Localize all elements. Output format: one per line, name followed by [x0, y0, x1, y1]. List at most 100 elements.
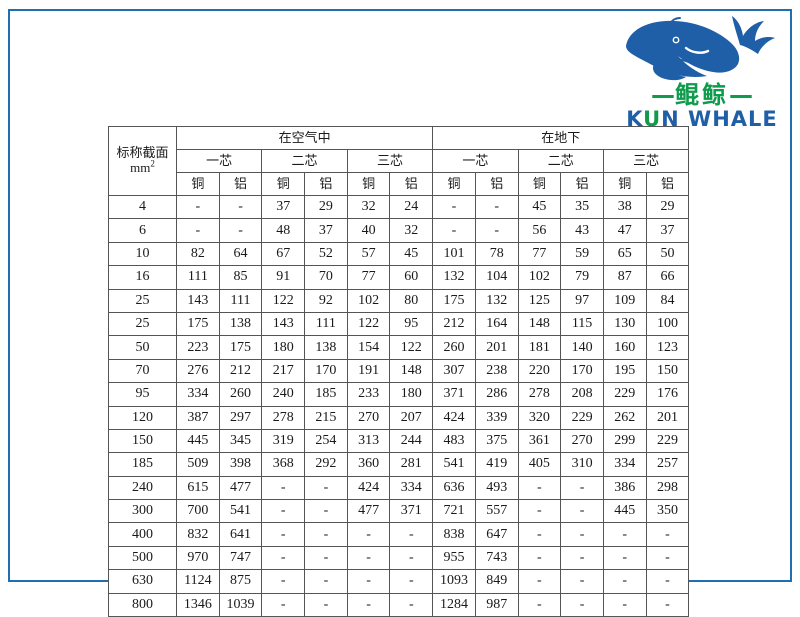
- table-row: 6- -48 37 40 32- -56 43 47 37: [108, 218, 690, 243]
- cell-ampacity: 615: [176, 475, 220, 501]
- cell-nominal-section: 400: [108, 522, 177, 547]
- cell-ampacity: 386: [602, 475, 647, 501]
- cell-ampacity: 987: [474, 592, 519, 617]
- table-header: 标称截面 mm2 在空气中 在地下 一芯 二芯 三芯 一芯 二芯 三芯 铜 铝: [108, 126, 690, 196]
- cell-ampacity: -: [304, 592, 348, 617]
- cell-ampacity: 104: [474, 265, 519, 290]
- cell-ampacity: 32: [346, 194, 391, 220]
- cell-ampacity: 1284: [432, 592, 476, 617]
- table-row: 4- -37 29 32 24- -45 35 38 29: [108, 194, 690, 220]
- cell-ampacity: 398: [218, 452, 263, 477]
- cell-ampacity: 970: [176, 545, 220, 571]
- cell-ampacity: 111: [176, 265, 220, 290]
- cell-ampacity: 122: [389, 335, 434, 360]
- cell-ampacity: 82: [176, 241, 220, 267]
- cell-ampacity: -: [304, 569, 348, 594]
- cell-nominal-section: 10: [108, 241, 177, 267]
- cell-nominal-section: 25: [108, 311, 177, 337]
- header-metal-3: 铝: [304, 172, 348, 196]
- cell-ampacity: 207: [389, 405, 434, 430]
- cell-ampacity: 140: [560, 335, 604, 360]
- cell-ampacity: 278: [517, 382, 562, 407]
- cell-ampacity: 509: [176, 452, 220, 477]
- cell-ampacity: 233: [346, 382, 391, 407]
- cell-ampacity: -: [346, 522, 391, 547]
- cell-ampacity: 191: [346, 358, 391, 384]
- table-row: 25 143 111 122 92 102 80 175 132 125 97 109 84: [108, 288, 690, 313]
- cell-ampacity: 215: [304, 405, 348, 430]
- cell-nominal-section: 150: [108, 428, 177, 454]
- cell-ampacity: 832: [176, 522, 220, 547]
- cell-ampacity: 170: [304, 358, 348, 384]
- logo-chinese-text: 鲲鲸: [675, 81, 729, 109]
- cell-ampacity: 175: [218, 335, 263, 360]
- header-metal-1: 铝: [218, 172, 263, 196]
- cell-ampacity: -: [261, 592, 306, 617]
- cell-ampacity: 175: [176, 311, 220, 337]
- cell-ampacity: 164: [474, 311, 519, 337]
- table-row: 500 970 747- - - -955 743- - - -: [108, 545, 690, 571]
- cell-ampacity: 59: [560, 241, 604, 267]
- cell-ampacity: 223: [176, 335, 220, 360]
- cell-ampacity: 307: [432, 358, 476, 384]
- cell-ampacity: 424: [432, 405, 476, 430]
- cell-ampacity: 60: [389, 265, 434, 290]
- cell-ampacity: 276: [176, 358, 220, 384]
- header-metal-8: 铜: [517, 172, 562, 196]
- cell-ampacity: 238: [474, 358, 519, 384]
- cell-ampacity: 292: [304, 452, 348, 477]
- cell-ampacity: 700: [176, 499, 220, 524]
- cell-ampacity: 50: [645, 241, 690, 267]
- cell-nominal-section: 95: [108, 382, 177, 407]
- cell-ampacity: -: [560, 545, 604, 571]
- cell-ampacity: 38: [602, 194, 647, 220]
- table-row: 150 445 345 319 254 313 244 483 375 361 270 299 229: [108, 428, 690, 454]
- cell-ampacity: 339: [474, 405, 519, 430]
- header-core-ug-3: 三芯: [602, 149, 690, 173]
- cell-ampacity: -: [304, 545, 348, 571]
- cell-ampacity: 260: [218, 382, 263, 407]
- cell-ampacity: 838: [432, 522, 476, 547]
- cell-ampacity: 122: [346, 311, 391, 337]
- cell-ampacity: 57: [346, 241, 391, 267]
- cell-ampacity: 212: [218, 358, 263, 384]
- cell-ampacity: 201: [474, 335, 519, 360]
- cell-ampacity: 47: [602, 218, 647, 243]
- cell-ampacity: 195: [602, 358, 647, 384]
- cell-ampacity: 79: [560, 265, 604, 290]
- cell-ampacity: 78: [474, 241, 519, 267]
- cell-ampacity: 260: [432, 335, 476, 360]
- logo-en-u: U: [643, 107, 662, 131]
- logo-en-k: K: [626, 107, 644, 131]
- cell-ampacity: -: [517, 592, 562, 617]
- cell-ampacity: 138: [218, 311, 263, 337]
- cell-ampacity: 424: [346, 475, 391, 501]
- cell-nominal-section: 300: [108, 499, 177, 524]
- header-metal-0: 铜: [176, 172, 220, 196]
- cell-ampacity: -: [517, 475, 562, 501]
- cell-ampacity: -: [645, 522, 690, 547]
- cell-ampacity: 220: [517, 358, 562, 384]
- header-core-air-1: 一芯: [175, 149, 263, 173]
- cell-ampacity: -: [304, 499, 348, 524]
- cell-ampacity: -: [261, 522, 306, 547]
- cell-ampacity: -: [346, 545, 391, 571]
- cell-ampacity: 67: [261, 241, 306, 267]
- cell-ampacity: 48: [261, 218, 306, 243]
- cell-ampacity: 557: [474, 499, 519, 524]
- cell-ampacity: 298: [645, 475, 690, 501]
- cell-ampacity: 721: [432, 499, 476, 524]
- cell-ampacity: -: [261, 545, 306, 571]
- table-row: 185 509 398 368 292 360 281 541 419 405 310 334 257: [108, 452, 690, 477]
- header-metal-2: 铜: [261, 172, 306, 196]
- cell-ampacity: 240: [261, 382, 306, 407]
- header-metal-6: 铜: [432, 172, 476, 196]
- logo-dash-left: —: [651, 81, 675, 109]
- cell-ampacity: -: [645, 569, 690, 594]
- cell-nominal-section: 630: [108, 569, 177, 594]
- cell-ampacity: 97: [560, 288, 604, 313]
- header-row-group: 标称截面 mm2 在空气中 在地下: [108, 126, 690, 196]
- cell-ampacity: 84: [645, 288, 690, 313]
- cell-ampacity: 175: [432, 288, 476, 313]
- cell-ampacity: 180: [389, 382, 434, 407]
